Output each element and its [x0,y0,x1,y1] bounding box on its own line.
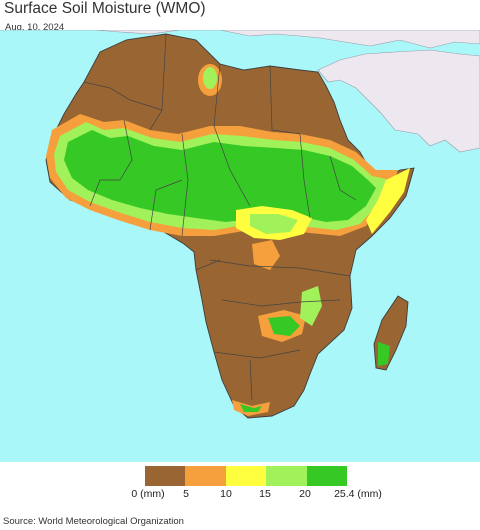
legend-swatch [266,466,307,486]
legend-ticks: 0 (mm) 5 10 15 20 25.4 (mm) [0,488,480,502]
somalia-yellow [366,168,410,234]
madagascar-green [378,342,390,366]
legend-swatch [185,466,226,486]
country-borders [83,33,357,401]
legend-swatch [145,466,186,486]
legend-tick-label: 10 [220,488,232,500]
congo-basin-lightgreen [250,214,298,234]
legend-tick-label: 0 (mm) [131,488,165,500]
legend-tick-label: 5 [183,488,189,500]
legend-tick-label: 15 [259,488,271,500]
legend-swatch [306,466,348,486]
libya-wet-spot-core [203,67,217,89]
europe-landmass [0,30,480,49]
map-date: Aug. 10, 2024 [5,22,65,33]
legend-tick-label: 25.4 (mm) [334,488,382,500]
angola-orange [252,240,280,270]
legend-colorbar [145,466,348,486]
map-title: Surface Soil Moisture (WMO) [4,0,206,17]
zambia-green [268,316,300,336]
south-africa-green [240,404,262,412]
legend-tick-label: 20 [299,488,311,500]
legend-swatch [225,466,267,486]
middle-east-landmass [317,49,480,153]
soil-moisture-map [0,30,480,462]
mozambique-green [300,286,322,326]
sahel-green-band [64,130,376,222]
source-credit: Source: World Meteorological Organizatio… [3,516,184,527]
